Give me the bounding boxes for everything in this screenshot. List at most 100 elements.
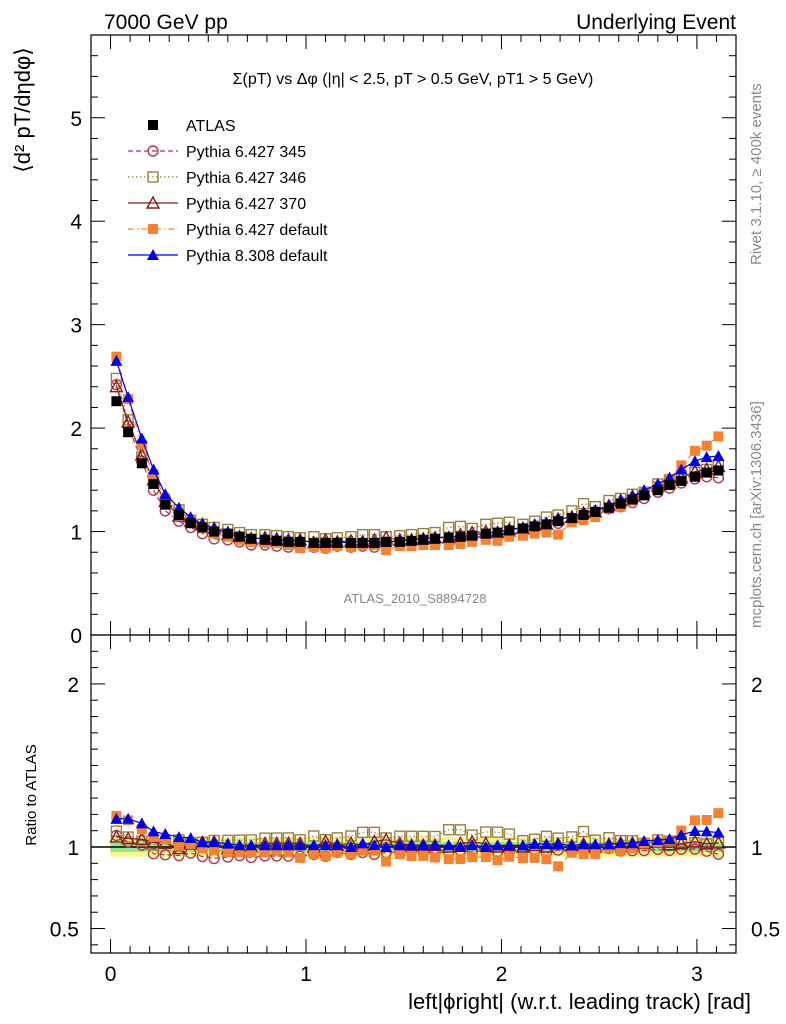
ratio-y-tick-label: 2 — [67, 674, 79, 697]
data-point — [381, 536, 392, 547]
data-point — [578, 515, 589, 526]
data-point — [283, 536, 294, 547]
analysis-watermark: ATLAS_2010_S8894728 — [344, 591, 487, 606]
ratio-point — [442, 839, 455, 851]
ratio-point — [577, 825, 590, 838]
data-point — [136, 439, 147, 450]
data-point — [689, 445, 700, 456]
series-line-pythia-6-427-default — [115, 356, 719, 551]
ratio-point — [345, 849, 356, 860]
ratio-point — [381, 856, 392, 867]
ratio-point — [233, 839, 246, 851]
legend-label: Pythia 6.427 default — [186, 222, 328, 239]
ratio-point — [282, 839, 295, 851]
ratio-point — [134, 831, 149, 845]
ratio-line-pythia-6-427-346 — [116, 829, 719, 846]
data-point — [185, 518, 196, 529]
ratio-series-pythia-8-308-default — [110, 812, 725, 852]
data-point — [700, 451, 713, 463]
ratio-point — [136, 824, 147, 835]
data-point — [664, 480, 675, 490]
ratio-point — [122, 812, 135, 824]
data-point — [136, 458, 147, 469]
data-point — [406, 541, 417, 552]
ratio-point — [393, 839, 406, 851]
main-y-tick-label: 4 — [70, 211, 82, 234]
ratio-point — [406, 850, 417, 861]
ratio-y-tick-label-right: 1 — [751, 837, 763, 860]
ratio-point — [442, 823, 455, 836]
ratio-point — [711, 835, 726, 849]
data-point — [369, 537, 380, 548]
ratio-point — [234, 847, 245, 858]
data-point — [320, 543, 331, 554]
ratio-point — [159, 828, 172, 840]
ratio-point — [172, 831, 185, 843]
data-point — [147, 463, 160, 475]
ratio-point — [368, 839, 381, 851]
ratio-point — [369, 845, 380, 856]
ratio-point — [688, 825, 701, 837]
data-point — [197, 522, 208, 533]
ratio-point — [541, 854, 552, 865]
data-point — [603, 502, 614, 513]
data-point — [295, 536, 306, 547]
legend-item-atlas: ATLAS — [148, 118, 236, 135]
ratio-point — [479, 841, 492, 852]
data-point — [688, 455, 701, 467]
ratio-point — [674, 836, 689, 850]
data-point — [480, 528, 491, 539]
chart-title: Σ(pT) vs Δφ (|η| < 2.5, pT > 0.5 GeV, pT… — [233, 71, 594, 88]
ratio-point — [221, 837, 234, 849]
x-axis-label: left|ϕright| (w.r.t. leading track) [rad… — [408, 989, 751, 1014]
data-point — [492, 535, 503, 546]
data-point — [492, 527, 503, 538]
ratio-point — [491, 839, 504, 851]
data-point — [713, 431, 724, 442]
ratio-point — [528, 837, 541, 849]
ratio-point — [566, 847, 577, 858]
header-left: 7000 GeV pp — [104, 11, 228, 34]
data-point — [480, 534, 491, 545]
ratio-point — [492, 855, 503, 866]
ratio-point — [245, 839, 258, 851]
ratio-point — [331, 839, 344, 851]
legend-item-pythia-6-427-345: Pythia 6.427 345 — [128, 144, 306, 161]
data-point — [308, 537, 319, 548]
ratio-point — [148, 831, 159, 842]
main-y-tick-label: 1 — [70, 522, 82, 545]
data-point — [504, 525, 515, 536]
ratio-point — [590, 848, 601, 859]
ratio-point — [480, 851, 491, 862]
ratio-point — [110, 825, 123, 837]
ratio-point — [454, 841, 467, 852]
legend-label: Pythia 6.427 345 — [186, 144, 306, 161]
data-point — [345, 537, 356, 548]
legend: ATLAS Pythia 6.427 345 Pythia 6.427 346 Pyt… — [128, 118, 328, 265]
ratio-point — [589, 838, 602, 850]
data-point — [676, 475, 687, 486]
data-point — [467, 530, 478, 541]
ratio-point — [553, 861, 564, 872]
data-point — [701, 467, 712, 478]
legend-item-pythia-6-427-346: Pythia 6.427 346 — [128, 170, 306, 187]
main-y-tick-label: 3 — [70, 315, 82, 338]
data-point — [517, 530, 528, 541]
data-point — [173, 510, 184, 520]
data-point — [455, 538, 466, 549]
ratio-point — [405, 839, 418, 851]
legend-label: ATLAS — [186, 118, 236, 135]
legend-marker — [147, 171, 159, 183]
ratio-point — [271, 845, 282, 856]
ratio-point — [504, 851, 515, 862]
data-point — [541, 527, 552, 538]
ratio-point — [552, 838, 565, 850]
ratio-point — [713, 808, 724, 819]
ratio-point — [689, 815, 700, 826]
legend-marker — [145, 195, 161, 209]
ratio-y-tick-label: 0.5 — [50, 919, 79, 942]
ratio-point — [516, 839, 529, 851]
ratio-point — [184, 831, 197, 843]
data-point — [110, 372, 123, 385]
